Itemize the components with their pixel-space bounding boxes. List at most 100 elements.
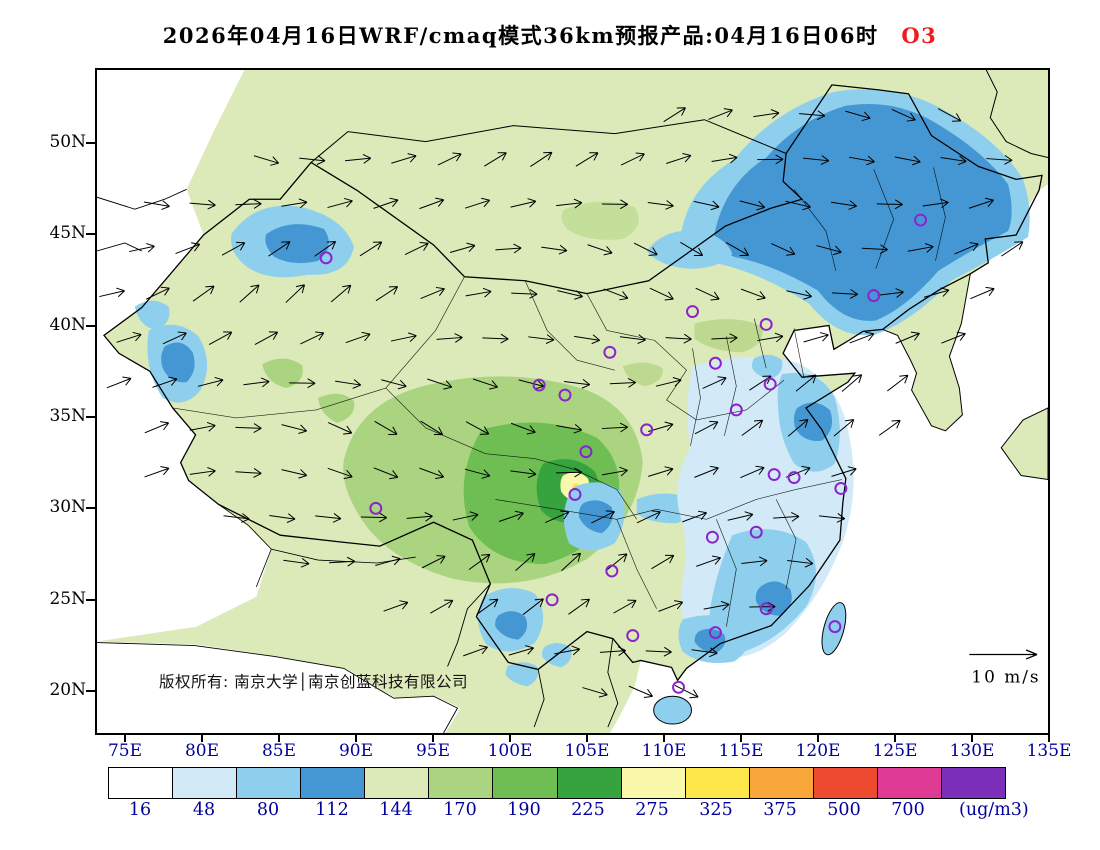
wind-arrow	[954, 242, 979, 255]
y-axis-tick-label: 30N	[49, 497, 86, 518]
wind-arrow	[419, 197, 445, 210]
wind-arrow	[849, 331, 875, 344]
wind-arrow	[937, 108, 962, 122]
wind-arrow	[528, 334, 555, 344]
city-marker	[705, 530, 719, 544]
wind-arrow	[757, 332, 784, 343]
wind-arrows-layer	[99, 107, 1024, 699]
wind-arrow	[633, 242, 658, 256]
wind-arrow	[940, 155, 967, 166]
wind-arrow	[702, 376, 727, 389]
wind-scale-label: 10 m/s	[971, 666, 1040, 686]
russia-coast	[985, 70, 1048, 158]
city-marker	[834, 482, 848, 495]
city-marker	[640, 423, 654, 437]
x-axis-tick-label: 130E	[949, 741, 995, 761]
wind-arrow	[887, 374, 909, 392]
x-axis-tick-label: 75E	[107, 741, 143, 761]
wind-arrow	[344, 154, 372, 164]
colorbar-cell	[556, 768, 621, 798]
wind-arrow	[786, 290, 813, 300]
wind-arrow	[647, 200, 674, 210]
y-axis-tickmark	[86, 598, 95, 601]
wind-arrow	[508, 645, 535, 656]
wind-arrow	[427, 378, 453, 390]
russia-mongolia-border	[310, 119, 787, 163]
wind-arrow	[968, 197, 994, 209]
wind-arrow	[601, 422, 629, 433]
wind-arrow	[830, 200, 857, 210]
wind-arrow	[803, 332, 829, 343]
wind-arrow	[613, 599, 637, 614]
wind-arrow	[795, 374, 817, 392]
wind-arrow	[658, 600, 684, 612]
wind-arrow	[359, 241, 383, 257]
wind-arrow	[831, 289, 859, 299]
x-axis-tickmark	[971, 735, 973, 742]
wind-arrow	[106, 376, 132, 389]
wind-arrow	[189, 199, 216, 210]
wind-arrow	[373, 197, 399, 209]
wind-arrow	[841, 374, 863, 392]
wind-arrow	[740, 288, 766, 301]
colorbar-tick-label: 275	[635, 800, 669, 820]
wind-arrow	[268, 241, 291, 257]
wind-arrow	[922, 198, 949, 209]
colorbar-tick-label: 112	[315, 800, 349, 820]
wind-arrow	[561, 552, 582, 572]
x-axis-tick-label: 95E	[415, 741, 451, 761]
city-marker	[749, 525, 763, 539]
wind-arrow	[727, 511, 754, 521]
y-axis-tickmark	[86, 324, 95, 327]
wind-arrow	[129, 242, 155, 253]
wind-arrow	[970, 286, 995, 300]
colorbar-cell	[941, 768, 1006, 798]
y-axis-tick-label: 25N	[49, 588, 86, 609]
city-marker	[686, 305, 699, 319]
wind-arrow	[649, 287, 674, 301]
wind-arrow	[254, 331, 279, 346]
wind-arrow	[498, 510, 524, 522]
wind-arrow	[655, 376, 682, 387]
wind-arrow	[152, 376, 178, 388]
wind-arrow	[281, 424, 308, 435]
wind-arrow	[941, 331, 966, 344]
wind-arrow	[99, 287, 125, 298]
wind-arrow	[741, 419, 764, 436]
wind-arrow	[648, 466, 674, 477]
x-axis-tickmark	[586, 735, 588, 742]
wind-arrow	[144, 466, 170, 478]
colorbar-tick-label: 700	[891, 800, 925, 820]
x-axis-tickmark	[740, 735, 742, 742]
city-marker	[579, 445, 593, 459]
wind-arrow	[281, 198, 308, 209]
wind-arrow	[239, 284, 260, 303]
wind-arrow	[381, 379, 407, 390]
wind-arrow	[484, 152, 507, 167]
wind-arrow	[708, 108, 733, 120]
wind-arrow	[877, 288, 904, 298]
wind-arrow	[620, 152, 645, 166]
bay-of-bengal-coast	[97, 642, 459, 733]
wind-arrow	[221, 241, 246, 256]
wind-arrow	[564, 378, 591, 389]
concentration-field-layer	[97, 70, 1048, 733]
city-marker	[763, 377, 777, 391]
wind-arrow	[406, 511, 433, 522]
wind-arrow	[663, 107, 686, 123]
y-axis-tick-label: 40N	[49, 314, 86, 335]
wind-arrow	[711, 333, 738, 343]
wind-arrow	[787, 557, 814, 568]
colorbar-cell	[876, 768, 942, 798]
wind-arrow	[465, 287, 492, 298]
x-axis-tick-label: 125E	[872, 741, 918, 761]
hainan-island	[653, 695, 692, 725]
wind-arrow	[818, 513, 846, 523]
x-axis-tick-label: 90E	[338, 741, 374, 761]
wind-arrow	[482, 333, 509, 344]
wind-arrow	[235, 468, 262, 478]
wind-arrow	[628, 685, 653, 699]
x-axis-tickmark	[894, 735, 896, 742]
wind-arrow	[375, 555, 401, 566]
wind-arrow	[374, 420, 398, 435]
